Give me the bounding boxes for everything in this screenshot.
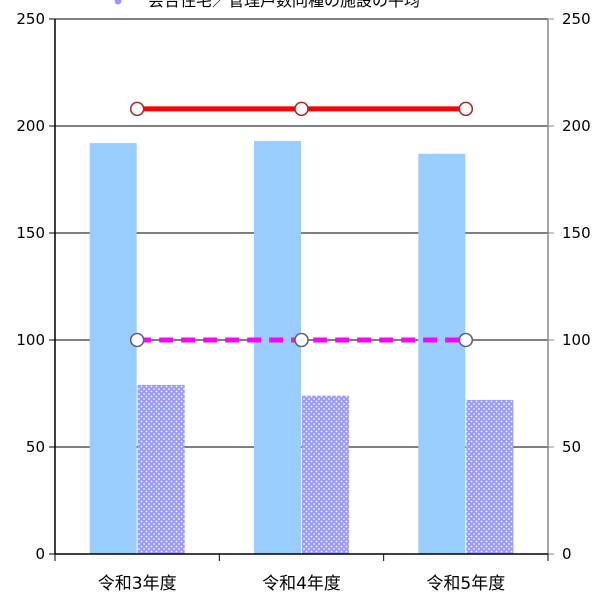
line-marker xyxy=(458,101,474,117)
bar xyxy=(137,384,185,554)
x-category-label: 令和4年度 xyxy=(262,574,341,594)
bar xyxy=(302,395,349,554)
y-tick-label-left: 0 xyxy=(35,545,45,563)
y-tick-label-left: 200 xyxy=(16,117,45,135)
bar xyxy=(254,140,301,555)
legend: 会合住宅／管理戸数同種の施設の平均 xyxy=(114,0,420,10)
bars xyxy=(89,140,514,555)
bar xyxy=(466,399,514,554)
legend-label: 会合住宅／管理戸数同種の施設の平均 xyxy=(148,0,420,10)
legend-marker xyxy=(114,0,122,5)
y-tick-label-left: 100 xyxy=(16,331,45,349)
axes xyxy=(49,18,554,561)
y-tick-label-left: 150 xyxy=(16,224,45,242)
y-tick-label-right: 100 xyxy=(562,331,591,349)
tick-labels: 0 50 100 150 200 250 0 50 100 150 200 250 令和3年度 令和4年度… xyxy=(16,10,590,594)
bar xyxy=(89,143,137,554)
line-marker xyxy=(129,332,145,348)
y-tick-label-left: 50 xyxy=(26,438,45,456)
line-marker xyxy=(458,332,474,348)
x-category-label: 令和3年度 xyxy=(98,574,177,594)
lines xyxy=(129,101,474,348)
y-tick-label-right: 200 xyxy=(562,117,591,135)
bar xyxy=(418,153,466,554)
line-marker xyxy=(294,332,309,348)
y-tick-label-right: 50 xyxy=(562,438,581,456)
y-tick-label-right: 150 xyxy=(562,224,591,242)
line-marker xyxy=(294,101,309,117)
line-marker xyxy=(129,101,145,117)
y-tick-label-left: 250 xyxy=(16,10,45,28)
y-tick-label-right: 250 xyxy=(562,10,591,28)
y-tick-label-right: 0 xyxy=(562,545,572,563)
x-category-label: 令和5年度 xyxy=(426,574,505,594)
